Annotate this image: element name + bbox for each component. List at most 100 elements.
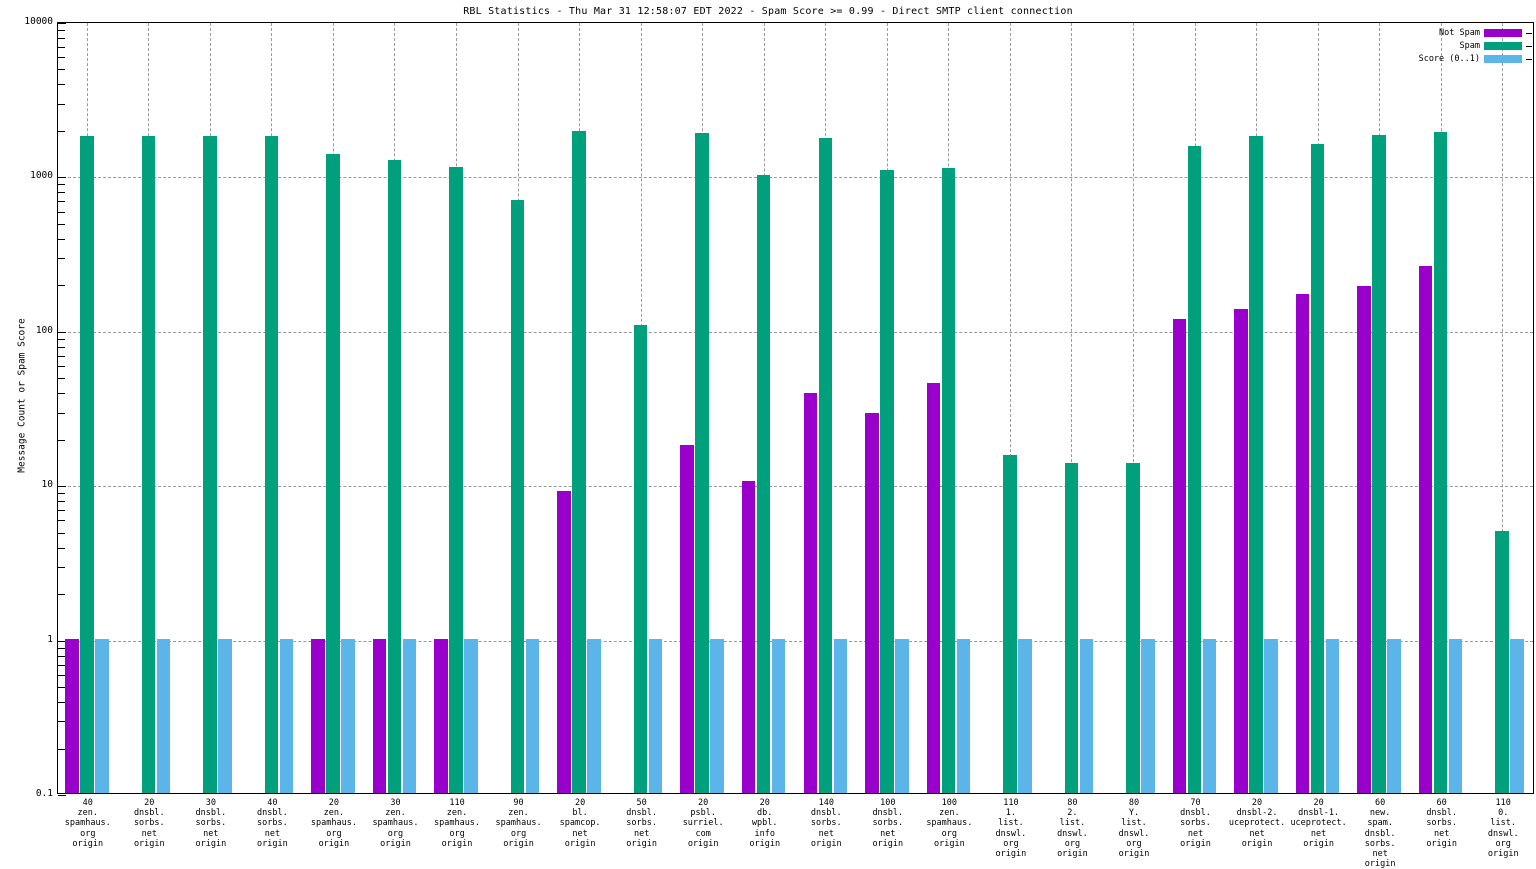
y-axis-tick xyxy=(58,486,66,488)
bar-not-spam xyxy=(680,444,694,793)
gridline-y xyxy=(58,177,1533,179)
bar-spam xyxy=(633,324,648,793)
bar-score xyxy=(341,638,355,793)
bar-spam xyxy=(1064,462,1079,793)
bar-score xyxy=(156,638,171,793)
x-axis-label: 40 zen. spamhaus. org origin xyxy=(64,798,111,849)
y-axis-tick xyxy=(58,795,66,796)
y-axis-minor-tick xyxy=(58,721,65,723)
bar-score xyxy=(833,638,848,793)
y-axis-minor-tick xyxy=(58,211,65,213)
y-axis-minor-tick xyxy=(58,57,65,59)
legend-tick xyxy=(1526,32,1532,34)
bar-spam xyxy=(387,160,402,793)
x-axis-label: 80 2. list. dnswl. org origin xyxy=(1057,798,1088,860)
y-axis-minor-tick xyxy=(58,547,65,549)
bar-spam xyxy=(1187,145,1202,793)
bar-score xyxy=(895,638,909,793)
y-axis-minor-tick xyxy=(58,748,65,750)
y-axis-label: 10000 xyxy=(24,16,53,27)
bar-not-spam xyxy=(557,491,571,793)
y-axis-minor-tick xyxy=(58,687,65,689)
bar-score xyxy=(1325,638,1340,793)
y-axis-minor-tick xyxy=(58,184,65,186)
bar-score xyxy=(464,638,478,793)
bar-not-spam xyxy=(65,638,79,793)
x-axis-label: 110 0. list. dnswl. org origin xyxy=(1487,798,1519,860)
plot-area xyxy=(57,22,1534,796)
bar-spam xyxy=(695,133,709,793)
y-axis-minor-tick xyxy=(58,192,65,194)
y-axis-minor-tick xyxy=(58,285,65,287)
legend-item-spam: Spam xyxy=(1460,41,1532,51)
x-axis-label: 20 dnsbl-2. uceprotect. net origin xyxy=(1228,798,1286,849)
y-axis-minor-tick xyxy=(58,655,65,657)
x-axis-label: 110 zen. spamhaus. org origin xyxy=(433,798,481,849)
y-axis-minor-tick xyxy=(58,664,65,666)
y-axis-minor-tick xyxy=(58,46,65,48)
x-axis-label: 100 zen. spamhaus. org origin xyxy=(926,798,973,849)
bar-score xyxy=(587,638,601,793)
y-axis-tick xyxy=(58,640,66,642)
y-axis-title: Message Count or Spam Score xyxy=(16,318,28,473)
y-axis-minor-tick xyxy=(58,594,65,596)
bar-not-spam xyxy=(865,412,879,793)
y-axis-minor-tick xyxy=(58,439,65,441)
bar-score xyxy=(1448,638,1463,793)
bar-not-spam xyxy=(434,638,448,793)
legend-tick xyxy=(1526,45,1532,47)
bar-not-spam xyxy=(372,638,387,793)
x-axis-label: 20 dnsbl. sorbs. net origin xyxy=(133,798,165,849)
y-axis-minor-tick xyxy=(58,103,65,105)
bar-score xyxy=(771,638,786,793)
y-axis-tick xyxy=(58,23,66,24)
y-axis-minor-tick xyxy=(58,493,65,495)
y-axis-minor-tick xyxy=(58,366,65,368)
bar-spam xyxy=(203,136,217,793)
bar-not-spam xyxy=(1234,309,1248,793)
x-axis-label: 40 dnsbl. sorbs. net origin xyxy=(257,798,288,849)
x-axis-label: 70 dnsbl. sorbs. net origin xyxy=(1180,798,1211,849)
x-axis-label: 20 bl. spamcop. net origin xyxy=(559,798,601,849)
y-axis-label: 10 xyxy=(41,479,53,491)
y-axis-minor-tick xyxy=(58,69,65,71)
x-axis-label: 60 dnsbl. sorbs. net origin xyxy=(1426,798,1458,849)
bar-score xyxy=(218,638,232,793)
chart-title: RBL Statistics - Thu Mar 31 12:58:07 EDT… xyxy=(463,6,1073,17)
legend-item-score: Score (0..1) xyxy=(1419,54,1532,64)
bar-score xyxy=(1264,638,1278,793)
bar-score xyxy=(1141,638,1155,793)
bar-not-spam xyxy=(1357,285,1371,793)
x-axis-label: 20 dnsbl-1. uceprotect. net origin xyxy=(1290,798,1347,849)
y-axis-minor-tick xyxy=(58,338,65,340)
bar-not-spam xyxy=(1295,294,1310,793)
bar-spam xyxy=(756,175,771,793)
y-axis-minor-tick xyxy=(58,30,65,32)
legend-label-not-spam: Not Spam xyxy=(1439,28,1480,38)
bar-score xyxy=(956,638,971,793)
y-axis-minor-tick xyxy=(58,393,65,395)
y-axis-minor-tick xyxy=(58,510,65,512)
y-axis-minor-tick xyxy=(58,501,65,503)
bar-score xyxy=(402,638,417,793)
x-axis-label: 100 dnsbl. sorbs. net origin xyxy=(872,798,904,849)
y-axis-minor-tick xyxy=(58,520,65,522)
bar-score xyxy=(710,638,724,793)
y-axis-minor-tick xyxy=(58,566,65,568)
y-axis-minor-tick xyxy=(58,201,65,203)
gridline-x xyxy=(1071,23,1073,793)
legend-label-spam: Spam xyxy=(1459,41,1480,51)
y-axis-minor-tick xyxy=(58,412,65,414)
bar-spam xyxy=(1433,132,1448,793)
gridline-x xyxy=(1132,23,1134,793)
y-axis-minor-tick xyxy=(58,647,65,649)
bar-score xyxy=(648,638,663,793)
bar-score xyxy=(1387,638,1401,793)
y-axis-minor-tick xyxy=(58,258,65,260)
bar-not-spam xyxy=(741,480,756,793)
gridline-y xyxy=(58,331,1533,333)
gridline-x xyxy=(1009,23,1011,793)
y-axis-minor-tick xyxy=(58,37,65,39)
y-axis-label: 1000 xyxy=(30,170,53,182)
legend-item-not-spam: Not Spam xyxy=(1439,28,1532,38)
